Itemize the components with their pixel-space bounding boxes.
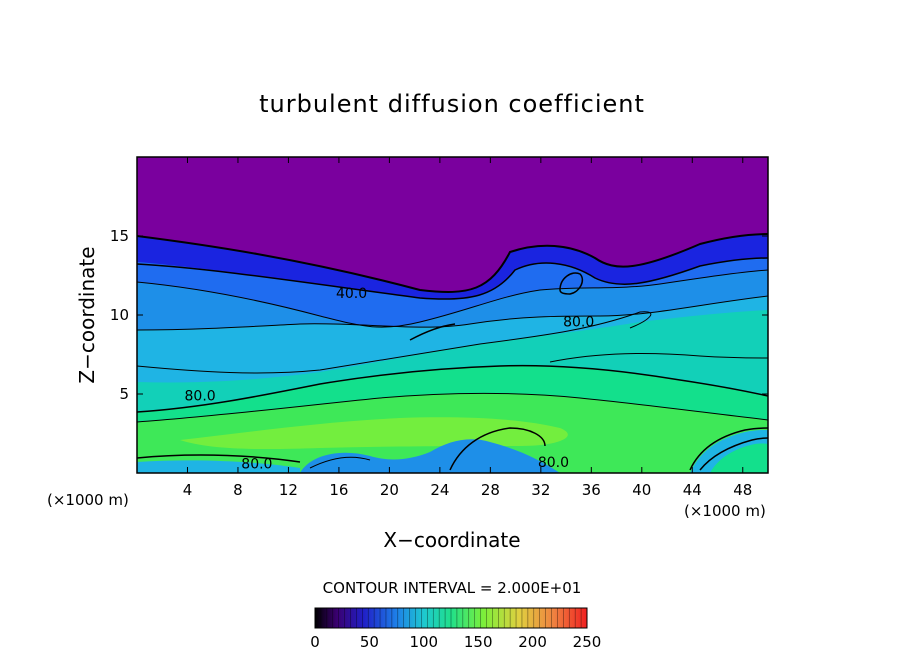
contour-label: 80.0 [538,455,569,471]
colorbar-tick-label: 200 [518,633,547,651]
colorbar-tick-label: 250 [573,633,602,651]
x-tick-label: 12 [279,481,298,499]
colorbar-tick-label: 150 [464,633,493,651]
x-tick-label: 48 [733,481,752,499]
contour-label: 80.0 [563,314,594,330]
y-axis-title: Z−coordinate [75,246,99,383]
x-tick-label: 32 [531,481,550,499]
x-axis: 4 8 12 16 20 24 28 32 36 40 44 48 [183,157,752,499]
y-tick-label: 5 [119,385,129,403]
y-tick-label: 15 [110,227,129,245]
contour-lines [137,233,768,471]
band-bottom-blue [300,439,560,473]
colorbar-stripes [320,608,582,628]
x-tick-label: 44 [683,481,702,499]
colorbar-tick-label: 0 [310,633,320,651]
contour-label: 80.0 [241,457,272,473]
colorbar-frame [314,607,588,629]
x-unit-right: (×1000 m) [684,502,766,520]
x-tick-label: 20 [380,481,399,499]
plot-area [137,157,768,473]
contour-interval-label: CONTOUR INTERVAL = 2.000E+01 [323,579,582,597]
y-axis: 5 10 15 [110,227,768,403]
contour-labels: 40.0 80.0 80.0 80.0 80.0 [185,286,595,473]
x-unit-left: (×1000 m) [47,491,129,509]
x-tick-label: 40 [632,481,651,499]
x-axis-title: X−coordinate [383,528,520,552]
x-tick-label: 8 [233,481,243,499]
band-bottom-green-right [710,443,768,473]
colorbar: 0 50 100 150 200 250 [310,607,601,651]
chart-title: turbulent diffusion coefficient [259,90,645,118]
x-tick-label: 36 [582,481,601,499]
x-tick-label: 4 [183,481,193,499]
x-tick-label: 24 [430,481,449,499]
colorbar-ticks: 0 50 100 150 200 250 [310,633,601,651]
contour-label: 40.0 [336,286,367,302]
colorbar-tick-label: 100 [409,633,438,651]
band-bottom-left [137,460,300,473]
x-tick-label: 16 [329,481,348,499]
y-tick-label: 10 [110,306,129,324]
contour-label: 80.0 [185,389,216,405]
colorbar-tick-label: 50 [360,633,379,651]
x-tick-label: 28 [481,481,500,499]
